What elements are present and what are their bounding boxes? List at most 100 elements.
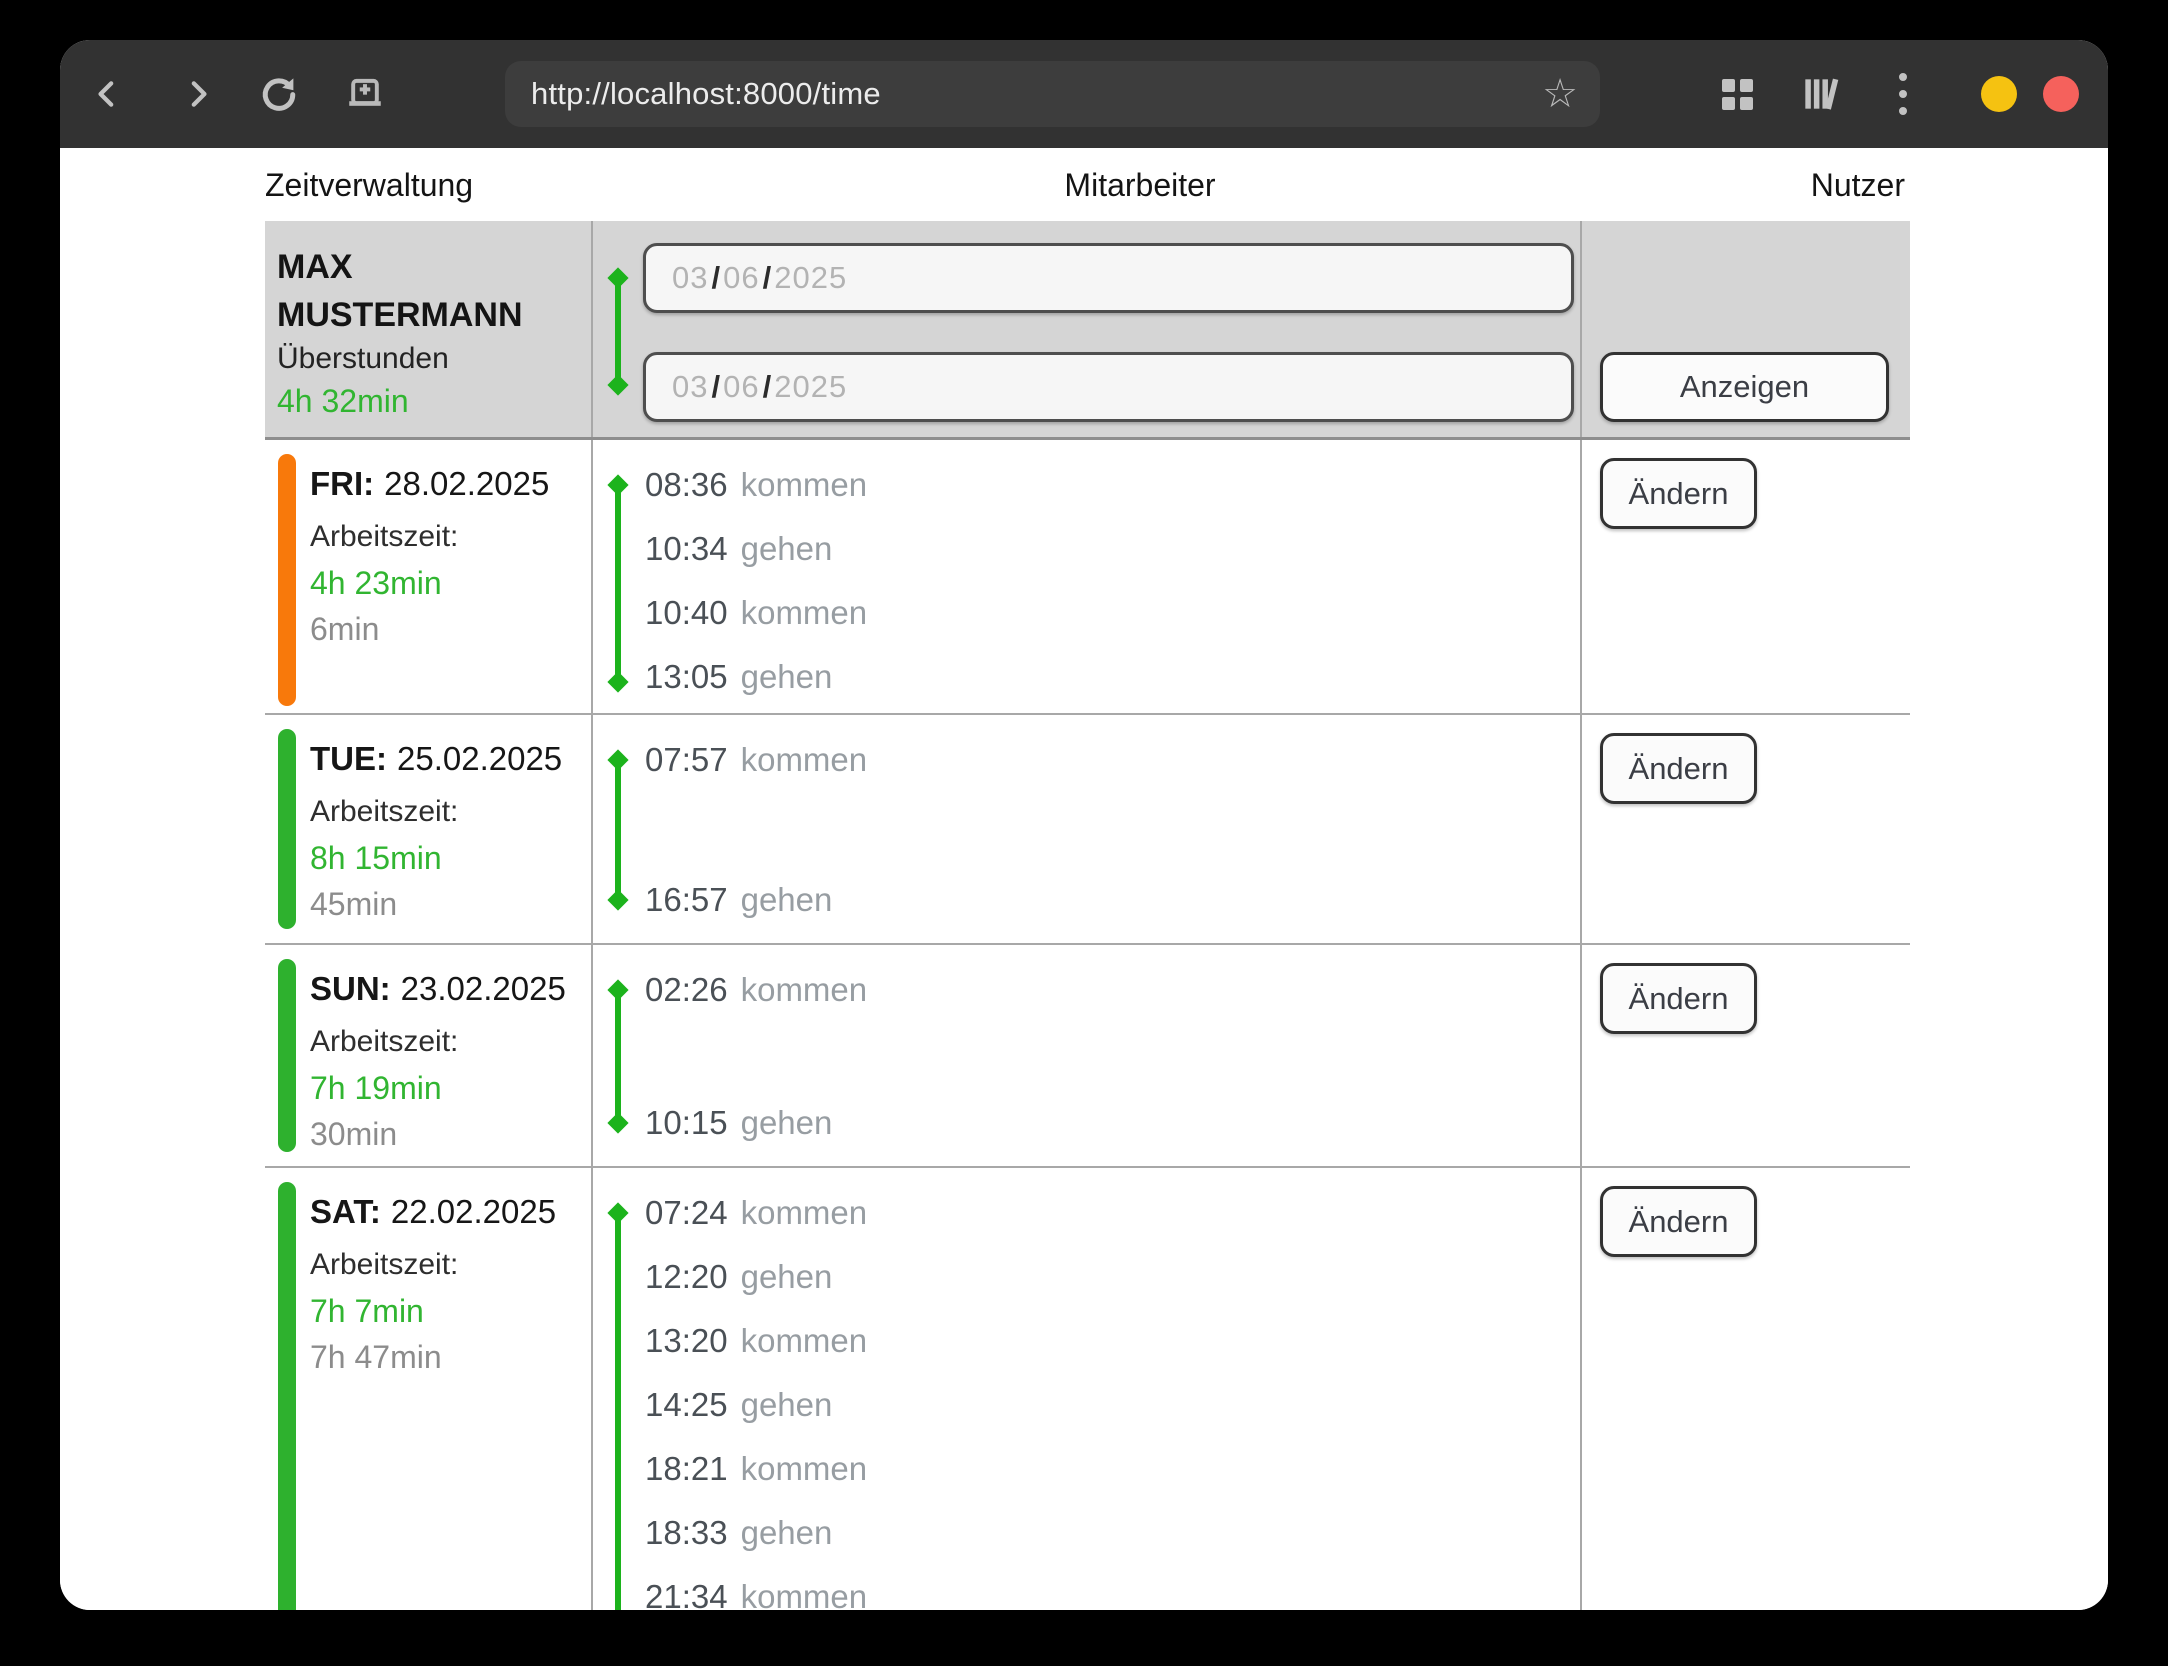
date-from-month: 06: [723, 260, 760, 295]
time-entries-cell: 08:36 kommen 10:34 gehen 10:40 kommen 13:05…: [591, 440, 1580, 720]
back-button[interactable]: [76, 62, 140, 126]
time-entry: 10:15 gehen: [645, 1104, 833, 1141]
date-from-day: 03: [672, 260, 709, 295]
nav-mitarbeiter[interactable]: Mitarbeiter: [1064, 166, 1216, 203]
date-separator: /: [711, 369, 721, 404]
row-action-cell: Ändern: [1580, 440, 1910, 720]
url-text[interactable]: http://localhost:8000/time: [531, 76, 881, 111]
day-row-sun: SUN: 23.02.2025 Arbeitszeit: 7h 19min 30m…: [265, 945, 1910, 1168]
day-date: 28.02.2025: [384, 465, 550, 502]
time-entry: 12:20 gehen: [645, 1258, 833, 1295]
day-date: 23.02.2025: [400, 970, 566, 1007]
new-tab-button[interactable]: [333, 62, 397, 126]
timeline-diamond-bottom: [607, 671, 629, 693]
time-entries-cell: 02:26 kommen 10:15 gehen: [591, 945, 1580, 1166]
timeline-line: [615, 485, 621, 682]
employee-summary-cell: MAX MUSTERMANN Überstunden 4h 32min: [265, 221, 591, 437]
time-table: MAX MUSTERMANN Überstunden 4h 32min 03/0…: [265, 221, 1910, 1610]
day-info-cell: TUE: 25.02.2025 Arbeitszeit: 8h 15min 45m…: [265, 715, 591, 943]
kebab-menu-icon: [1899, 73, 1907, 115]
aendern-button[interactable]: Ändern: [1600, 458, 1757, 529]
time-entry: 18:21 kommen: [645, 1450, 868, 1487]
break-time-value: 30min: [310, 1115, 398, 1152]
library-icon: [1798, 72, 1842, 116]
date-to-input[interactable]: 03/06/2025: [643, 352, 1574, 422]
library-button[interactable]: [1788, 62, 1852, 126]
page-content: Zeitverwaltung Mitarbeiter Nutzer MAX MU…: [60, 148, 2108, 1610]
day-date: 22.02.2025: [390, 1193, 557, 1230]
worktime-label: Arbeitszeit:: [310, 1025, 459, 1058]
back-icon: [91, 77, 125, 111]
worktime-label: Arbeitszeit:: [310, 520, 459, 553]
date-from-year: 2025: [774, 260, 848, 295]
timeline-line: [615, 1213, 621, 1610]
menu-button[interactable]: [1871, 62, 1935, 126]
break-time-value: 6min: [310, 610, 380, 647]
worktime-value: 8h 15min: [310, 839, 442, 876]
time-entry: 08:36 kommen: [645, 466, 868, 503]
address-bar[interactable]: http://localhost:8000/time ☆: [505, 61, 1600, 127]
time-entry: 07:57 kommen: [645, 741, 868, 778]
break-time-value: 45min: [310, 885, 398, 922]
time-entry: 10:40 kommen: [645, 594, 868, 631]
worktime-label: Arbeitszeit:: [310, 1248, 459, 1281]
browser-window: http://localhost:8000/time ☆: [60, 40, 2108, 1610]
day-title: SUN: 23.02.2025: [310, 959, 591, 1019]
time-entry: 13:20 kommen: [645, 1322, 868, 1359]
anzeigen-button[interactable]: Anzeigen: [1600, 352, 1889, 422]
time-entry: 07:24 kommen: [645, 1194, 868, 1231]
timeline-diamond-top: [607, 1202, 629, 1224]
nav-zeitverwaltung[interactable]: Zeitverwaltung: [265, 166, 474, 203]
date-to-day: 03: [672, 369, 709, 404]
day-row-fri: FRI: 28.02.2025 Arbeitszeit: 4h 23min 6mi…: [265, 440, 1910, 720]
day-abbrev: SUN:: [310, 970, 391, 1007]
timeline-diamond-top: [607, 979, 629, 1001]
employee-name-line1: MAX: [277, 247, 353, 286]
date-filter-cell: 03/06/2025 03/06/2025: [591, 221, 1580, 437]
day-title: SAT: 22.02.2025: [310, 1182, 591, 1242]
aendern-button[interactable]: Ändern: [1600, 963, 1757, 1034]
minimize-window-control[interactable]: [1981, 76, 2017, 112]
employee-name-line2: MUSTERMANN: [277, 295, 523, 334]
reload-button[interactable]: [247, 62, 311, 126]
timeline-diamond-bottom: [607, 889, 629, 911]
day-status-bar-orange: [278, 454, 296, 706]
row-action-cell: Ändern: [1580, 715, 1910, 943]
forward-button[interactable]: [165, 62, 229, 126]
date-to-year: 2025: [774, 369, 848, 404]
date-range-connector-line: [615, 278, 621, 388]
row-action-cell: Ändern: [1580, 945, 1910, 1166]
connector-diamond-bottom: [607, 374, 629, 396]
bookmark-star-icon[interactable]: ☆: [1542, 72, 1578, 116]
day-info-cell: SUN: 23.02.2025 Arbeitszeit: 7h 19min 30m…: [265, 945, 591, 1166]
day-info-cell: SAT: 22.02.2025 Arbeitszeit: 7h 7min 7h 4…: [265, 1168, 591, 1610]
date-separator: /: [762, 260, 772, 295]
nav-nutzer[interactable]: Nutzer: [1810, 166, 1905, 203]
row-action-cell: Ändern: [1580, 1168, 1910, 1610]
close-window-control[interactable]: [2043, 76, 2079, 112]
apps-grid-button[interactable]: [1705, 62, 1769, 126]
aendern-button[interactable]: Ändern: [1600, 733, 1757, 804]
date-separator: /: [711, 260, 721, 295]
date-from-input[interactable]: 03/06/2025: [643, 243, 1574, 313]
reload-icon: [259, 74, 299, 114]
connector-diamond-top: [607, 267, 629, 289]
day-abbrev: SAT:: [310, 1193, 381, 1230]
worktime-value: 4h 23min: [310, 564, 442, 601]
timeline-diamond-top: [607, 749, 629, 771]
timeline-line: [615, 990, 621, 1123]
day-status-bar-green: [278, 729, 296, 929]
day-row-sat: SAT: 22.02.2025 Arbeitszeit: 7h 7min 7h 4…: [265, 1168, 1910, 1610]
time-entry: 16:57 gehen: [645, 881, 833, 918]
time-entry: 10:34 gehen: [645, 530, 833, 567]
new-tab-icon: [344, 73, 386, 115]
date-separator: /: [762, 369, 772, 404]
browser-toolbar: http://localhost:8000/time ☆: [60, 40, 2108, 148]
time-entry: 13:05 gehen: [645, 658, 833, 695]
day-row-tue: TUE: 25.02.2025 Arbeitszeit: 8h 15min 45m…: [265, 715, 1910, 945]
timeline-diamond-top: [607, 474, 629, 496]
aendern-button[interactable]: Ändern: [1600, 1186, 1757, 1257]
day-date: 25.02.2025: [397, 740, 563, 777]
grid-icon: [1721, 78, 1753, 110]
day-status-bar-green: [278, 959, 296, 1152]
